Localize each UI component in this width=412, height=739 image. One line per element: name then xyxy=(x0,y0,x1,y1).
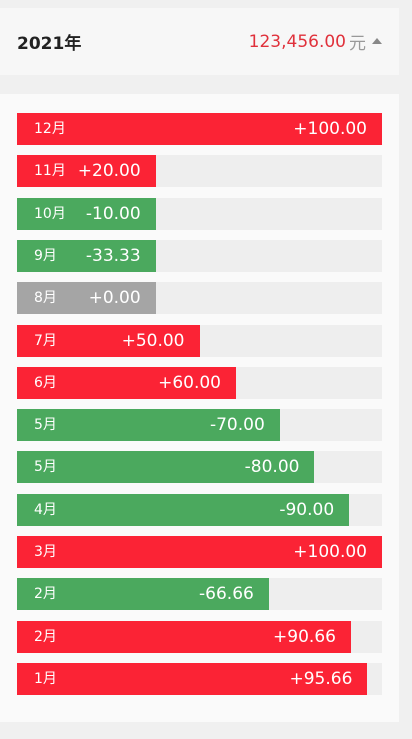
month-row[interactable]: -90.00 4月 xyxy=(17,494,382,526)
month-bar: -80.00 xyxy=(17,451,315,483)
month-value: +100.00 xyxy=(293,542,367,562)
month-value: +60.00 xyxy=(158,373,221,393)
month-bar: -66.66 xyxy=(17,578,269,610)
month-row[interactable]: -10.00 10月 xyxy=(17,198,382,230)
month-row[interactable]: +90.66 2月 xyxy=(17,621,382,653)
month-row[interactable]: +100.00 12月 xyxy=(17,113,382,145)
month-bar: +100.00 xyxy=(17,536,382,568)
caret-up-icon[interactable] xyxy=(372,37,382,44)
month-label: 8月 xyxy=(34,290,57,306)
month-value: +95.66 xyxy=(289,669,353,689)
month-bar: +60.00 xyxy=(17,367,236,399)
month-label: 4月 xyxy=(34,502,57,518)
month-bar: -33.33 xyxy=(17,240,156,272)
month-label: 5月 xyxy=(34,459,57,475)
month-label: 6月 xyxy=(34,375,57,391)
month-value: -10.00 xyxy=(85,204,141,224)
month-value: -90.00 xyxy=(279,500,335,520)
month-row[interactable]: +100.00 3月 xyxy=(17,536,382,568)
month-bar: +90.66 xyxy=(17,621,351,653)
month-bar: +100.00 xyxy=(17,113,382,145)
month-label: 2月 xyxy=(34,629,57,645)
month-value: +90.66 xyxy=(273,627,336,647)
month-row[interactable]: -70.00 5月 xyxy=(17,409,382,441)
month-row[interactable]: +50.00 7月 xyxy=(17,325,382,357)
month-bar: +95.66 xyxy=(17,663,368,695)
month-value: +50.00 xyxy=(121,331,185,351)
month-bar: -90.00 xyxy=(17,494,350,526)
month-label: 11月 xyxy=(34,163,66,179)
month-bar: +50.00 xyxy=(17,325,200,357)
month-value: -66.66 xyxy=(199,584,254,604)
month-bar: +20.00 xyxy=(17,155,156,187)
month-row[interactable]: +0.00 8月 xyxy=(17,282,382,314)
month-value: -33.33 xyxy=(85,246,141,266)
month-label: 7月 xyxy=(34,333,57,349)
month-bar: +0.00 xyxy=(17,282,156,314)
month-value: +0.00 xyxy=(88,288,141,308)
month-value: +20.00 xyxy=(77,161,141,181)
month-label: 5月 xyxy=(34,417,57,433)
month-row[interactable]: +95.66 1月 xyxy=(17,663,382,695)
month-value: +100.00 xyxy=(293,119,367,139)
month-row[interactable]: -33.33 9月 xyxy=(17,240,382,272)
month-bar: -10.00 xyxy=(17,198,156,230)
month-row[interactable]: -66.66 2月 xyxy=(17,578,382,610)
month-label: 3月 xyxy=(34,544,57,560)
month-value: -70.00 xyxy=(209,415,265,435)
total-amount: 123,456.00 xyxy=(248,31,346,52)
month-value: -80.00 xyxy=(244,457,300,477)
monthly-list: +100.00 12月 +20.00 11月 -10.00 10月 -33.33 9月 +0.0… xyxy=(0,94,399,722)
month-bar: -70.00 xyxy=(17,409,280,441)
month-row[interactable]: +60.00 6月 xyxy=(17,367,382,399)
month-row[interactable]: +20.00 11月 xyxy=(17,155,382,187)
month-label: 12月 xyxy=(34,121,66,137)
year-total[interactable]: 123,456.00 元 xyxy=(249,29,382,54)
total-unit: 元 xyxy=(349,34,366,54)
month-label: 9月 xyxy=(34,248,57,264)
month-label: 2月 xyxy=(34,586,57,602)
year-summary-header[interactable]: 2021年 123,456.00 元 xyxy=(0,8,399,75)
year-label: 2021年 xyxy=(17,34,82,54)
month-label: 1月 xyxy=(34,671,57,687)
month-row[interactable]: -80.00 5月 xyxy=(17,451,382,483)
month-label: 10月 xyxy=(34,206,66,222)
